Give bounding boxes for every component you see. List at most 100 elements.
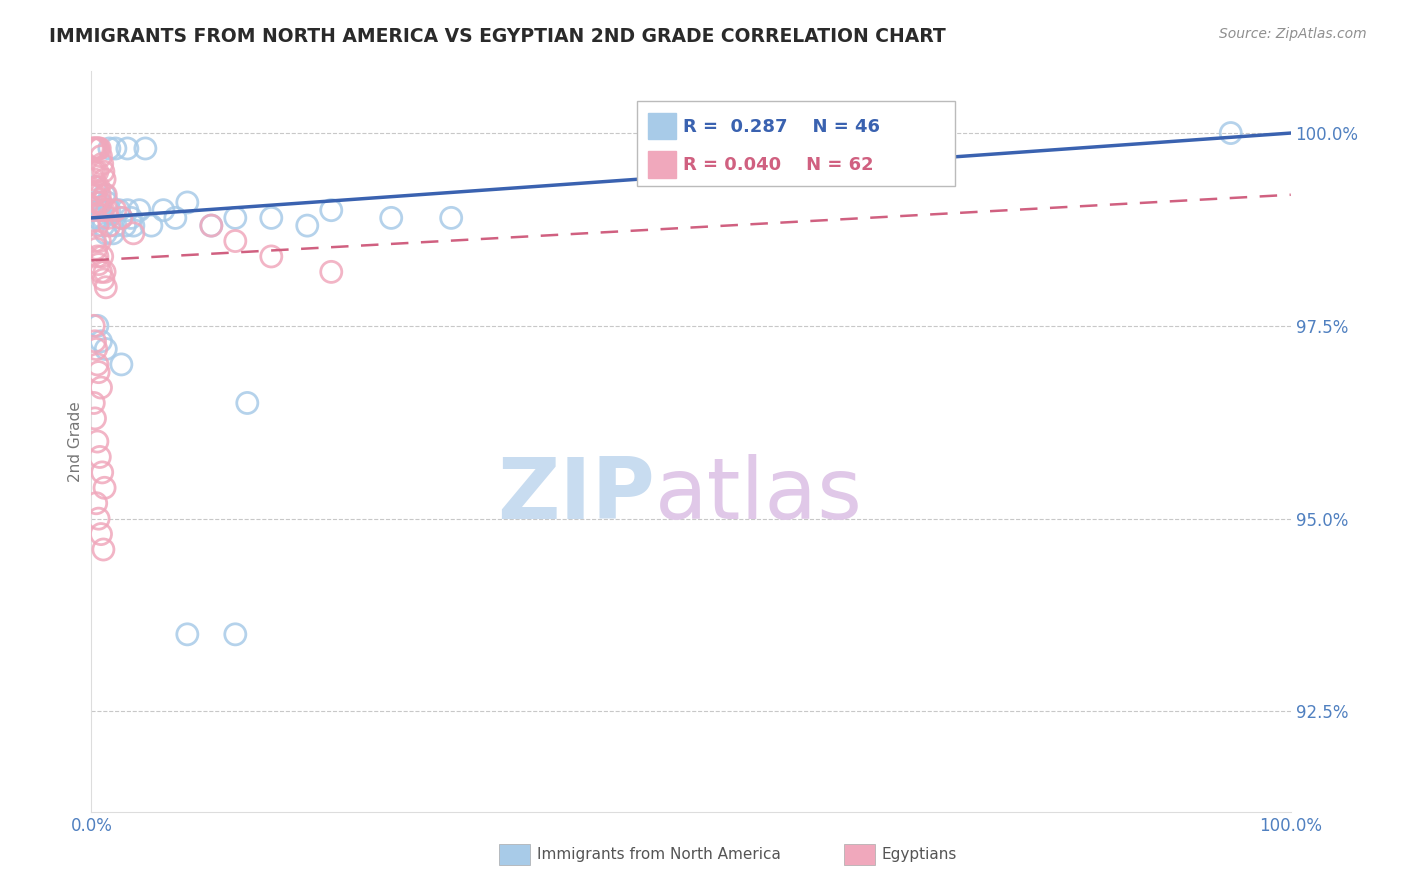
Point — [84, 141, 107, 155]
Point — [87, 180, 110, 194]
Point — [236, 396, 259, 410]
Point — [110, 358, 132, 372]
Point — [97, 211, 120, 225]
Text: R =  0.287    N = 46: R = 0.287 N = 46 — [683, 118, 880, 136]
Text: Source: ZipAtlas.com: Source: ZipAtlas.com — [1219, 27, 1367, 41]
Point — [176, 195, 198, 210]
Text: IMMIGRANTS FROM NORTH AMERICA VS EGYPTIAN 2ND GRADE CORRELATION CHART: IMMIGRANTS FROM NORTH AMERICA VS EGYPTIA… — [49, 27, 946, 45]
Point — [87, 257, 110, 271]
Point — [165, 211, 187, 225]
Point — [82, 187, 104, 202]
Point — [82, 141, 104, 155]
Point — [86, 249, 108, 263]
Point — [86, 141, 108, 155]
Text: Immigrants from North America: Immigrants from North America — [537, 847, 780, 862]
Point — [104, 203, 127, 218]
Point — [297, 219, 319, 233]
Text: ZIP: ZIP — [498, 454, 655, 537]
Point — [83, 141, 105, 155]
Point — [134, 141, 156, 155]
Point — [93, 187, 115, 202]
Point — [224, 211, 246, 225]
Point — [87, 511, 110, 525]
Point — [89, 234, 111, 248]
Point — [82, 164, 104, 178]
Point — [321, 265, 343, 279]
Point — [152, 203, 174, 218]
Point — [93, 219, 115, 233]
Point — [90, 334, 112, 349]
Point — [86, 164, 108, 178]
Text: atlas: atlas — [655, 454, 863, 537]
Point — [84, 195, 107, 210]
Point — [440, 211, 463, 225]
Point — [87, 203, 110, 218]
Point — [321, 203, 343, 218]
Point — [114, 219, 136, 233]
Point — [83, 172, 105, 186]
Point — [83, 203, 105, 218]
Point — [93, 203, 115, 218]
Point — [87, 141, 110, 155]
Point — [90, 380, 112, 394]
Point — [101, 227, 124, 241]
Point — [128, 203, 150, 218]
Point — [117, 203, 139, 218]
Point — [260, 249, 283, 263]
Point — [84, 334, 107, 349]
Point — [84, 180, 107, 194]
Point — [141, 219, 163, 233]
Point — [98, 219, 121, 233]
Point — [89, 187, 111, 202]
Point — [89, 141, 111, 155]
Point — [122, 227, 145, 241]
Point — [98, 141, 121, 155]
Point — [224, 234, 246, 248]
Point — [110, 211, 132, 225]
Point — [90, 149, 112, 163]
Point — [84, 242, 107, 256]
Point — [104, 219, 127, 233]
Point — [110, 211, 132, 225]
Point — [200, 219, 222, 233]
Point — [90, 195, 112, 210]
Point — [93, 542, 115, 557]
Point — [94, 227, 117, 241]
Point — [86, 219, 108, 233]
Point — [84, 234, 107, 248]
Point — [176, 627, 198, 641]
Point — [93, 172, 115, 186]
Point — [86, 195, 108, 210]
Point — [122, 219, 145, 233]
Point — [91, 466, 114, 480]
Point — [89, 450, 111, 464]
Point — [117, 141, 139, 155]
Point — [84, 187, 107, 202]
Point — [91, 157, 114, 171]
Point — [96, 203, 118, 218]
Point — [380, 211, 402, 225]
Point — [84, 411, 107, 425]
Point — [96, 195, 118, 210]
Point — [93, 164, 115, 178]
Point — [89, 195, 111, 210]
Point — [94, 187, 117, 202]
Point — [200, 219, 222, 233]
Point — [86, 318, 108, 333]
Point — [1219, 126, 1241, 140]
Point — [260, 211, 283, 225]
Point — [86, 211, 108, 225]
Point — [86, 358, 108, 372]
Point — [93, 272, 115, 286]
Point — [91, 211, 114, 225]
Point — [93, 481, 115, 495]
Point — [93, 265, 115, 279]
Text: R = 0.040    N = 62: R = 0.040 N = 62 — [683, 156, 875, 174]
Point — [90, 203, 112, 218]
Point — [94, 342, 117, 356]
Point — [108, 203, 131, 218]
Point — [98, 203, 121, 218]
Point — [91, 249, 114, 263]
Point — [86, 434, 108, 449]
Point — [83, 396, 105, 410]
